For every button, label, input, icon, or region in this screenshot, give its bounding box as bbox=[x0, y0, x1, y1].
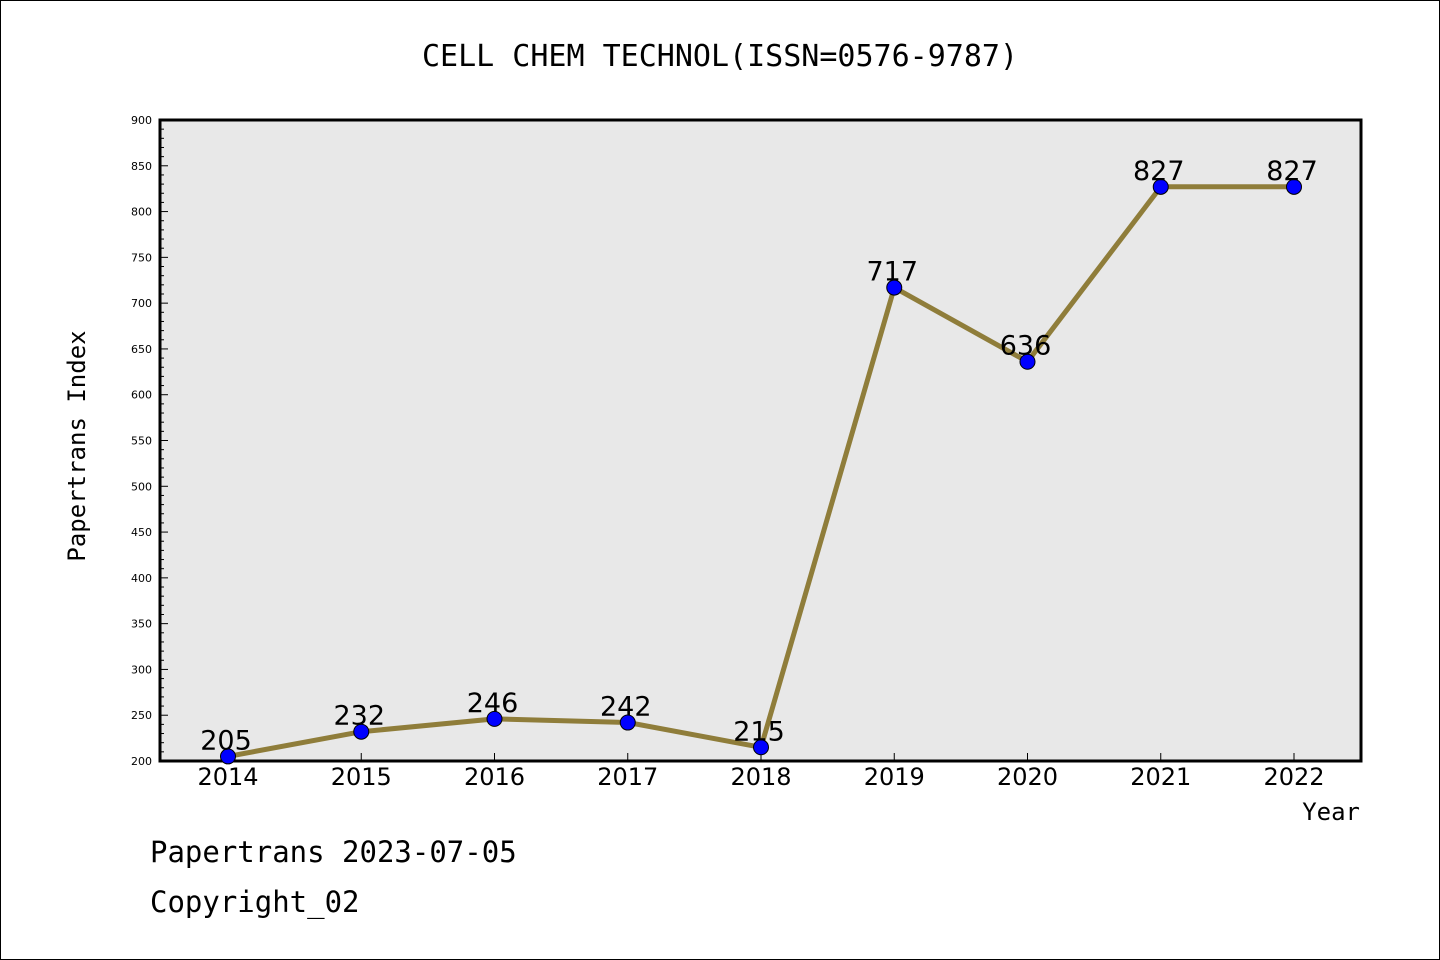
x-tick-label: 2022 bbox=[1263, 763, 1324, 791]
data-label-2022: 827 bbox=[1266, 156, 1318, 187]
chart-title: CELL CHEM TECHNOL(ISSN=0576-9787) bbox=[422, 39, 1018, 74]
data-point-2022 bbox=[1286, 178, 1302, 195]
y-tick-label: 750 bbox=[131, 251, 152, 264]
y-tick-label: 500 bbox=[131, 480, 152, 493]
data-point-2015 bbox=[353, 723, 370, 740]
data-point-2014 bbox=[220, 748, 236, 765]
data-point-2021 bbox=[1152, 178, 1169, 195]
y-axis: 200 250 300 350 400 450 500 550 600 650 700 750 800 8… bbox=[131, 114, 168, 768]
data-label-2014: 205 bbox=[200, 725, 252, 756]
x-axis-label: Year bbox=[1302, 798, 1360, 826]
data-label-2020: 636 bbox=[1000, 331, 1052, 362]
y-tick-label: 200 bbox=[131, 755, 152, 768]
data-point-2016 bbox=[486, 710, 503, 727]
data-label-2017: 242 bbox=[600, 692, 652, 723]
y-tick-label: 600 bbox=[131, 389, 152, 402]
data-point-2017 bbox=[619, 714, 636, 731]
y-tick-label: 800 bbox=[131, 206, 152, 219]
y-tick-label: 300 bbox=[131, 663, 152, 676]
data-label-2015: 232 bbox=[333, 701, 385, 732]
data-point-2018 bbox=[753, 739, 769, 756]
x-axis: 2014 2015 2016 2017 2018 2019 2020 2021 2022 bbox=[197, 753, 1325, 791]
plot-area bbox=[158, 118, 1363, 763]
footer-copyright-text: Copyright_02 bbox=[150, 885, 360, 919]
x-tick-label: 2015 bbox=[331, 763, 392, 791]
y-axis-label: Papertrans Index bbox=[63, 330, 91, 561]
x-tick-label: 2017 bbox=[597, 763, 658, 791]
data-labels: 205 232 246 242 215 717 636 827 827 bbox=[200, 156, 1318, 757]
footer-date-text: Papertrans 2023-07-05 bbox=[150, 835, 517, 869]
x-tick-label: 2021 bbox=[1130, 763, 1191, 791]
y-tick-label: 250 bbox=[131, 709, 152, 722]
y-tick-label: 900 bbox=[131, 114, 152, 127]
data-label-2019: 717 bbox=[866, 257, 918, 288]
data-label-2018: 215 bbox=[733, 716, 785, 747]
data-point-2020 bbox=[1019, 353, 1036, 370]
x-tick-label: 2014 bbox=[197, 763, 258, 791]
data-label-2016: 246 bbox=[467, 688, 519, 719]
y-tick-label: 450 bbox=[131, 526, 152, 539]
y-tick-label: 550 bbox=[131, 435, 152, 448]
x-tick-label: 2019 bbox=[864, 763, 925, 791]
data-point-2019 bbox=[886, 279, 903, 296]
y-tick-label: 350 bbox=[131, 618, 152, 631]
y-tick-label: 850 bbox=[131, 160, 152, 173]
x-tick-label: 2016 bbox=[464, 763, 525, 791]
y-tick-label: 650 bbox=[131, 343, 152, 356]
x-tick-label: 2018 bbox=[730, 763, 791, 791]
y-tick-label: 700 bbox=[131, 297, 152, 310]
data-markers bbox=[220, 178, 1302, 765]
data-label-2021: 827 bbox=[1133, 156, 1185, 187]
x-tick-label: 2020 bbox=[997, 763, 1058, 791]
y-tick-label: 400 bbox=[131, 572, 152, 585]
